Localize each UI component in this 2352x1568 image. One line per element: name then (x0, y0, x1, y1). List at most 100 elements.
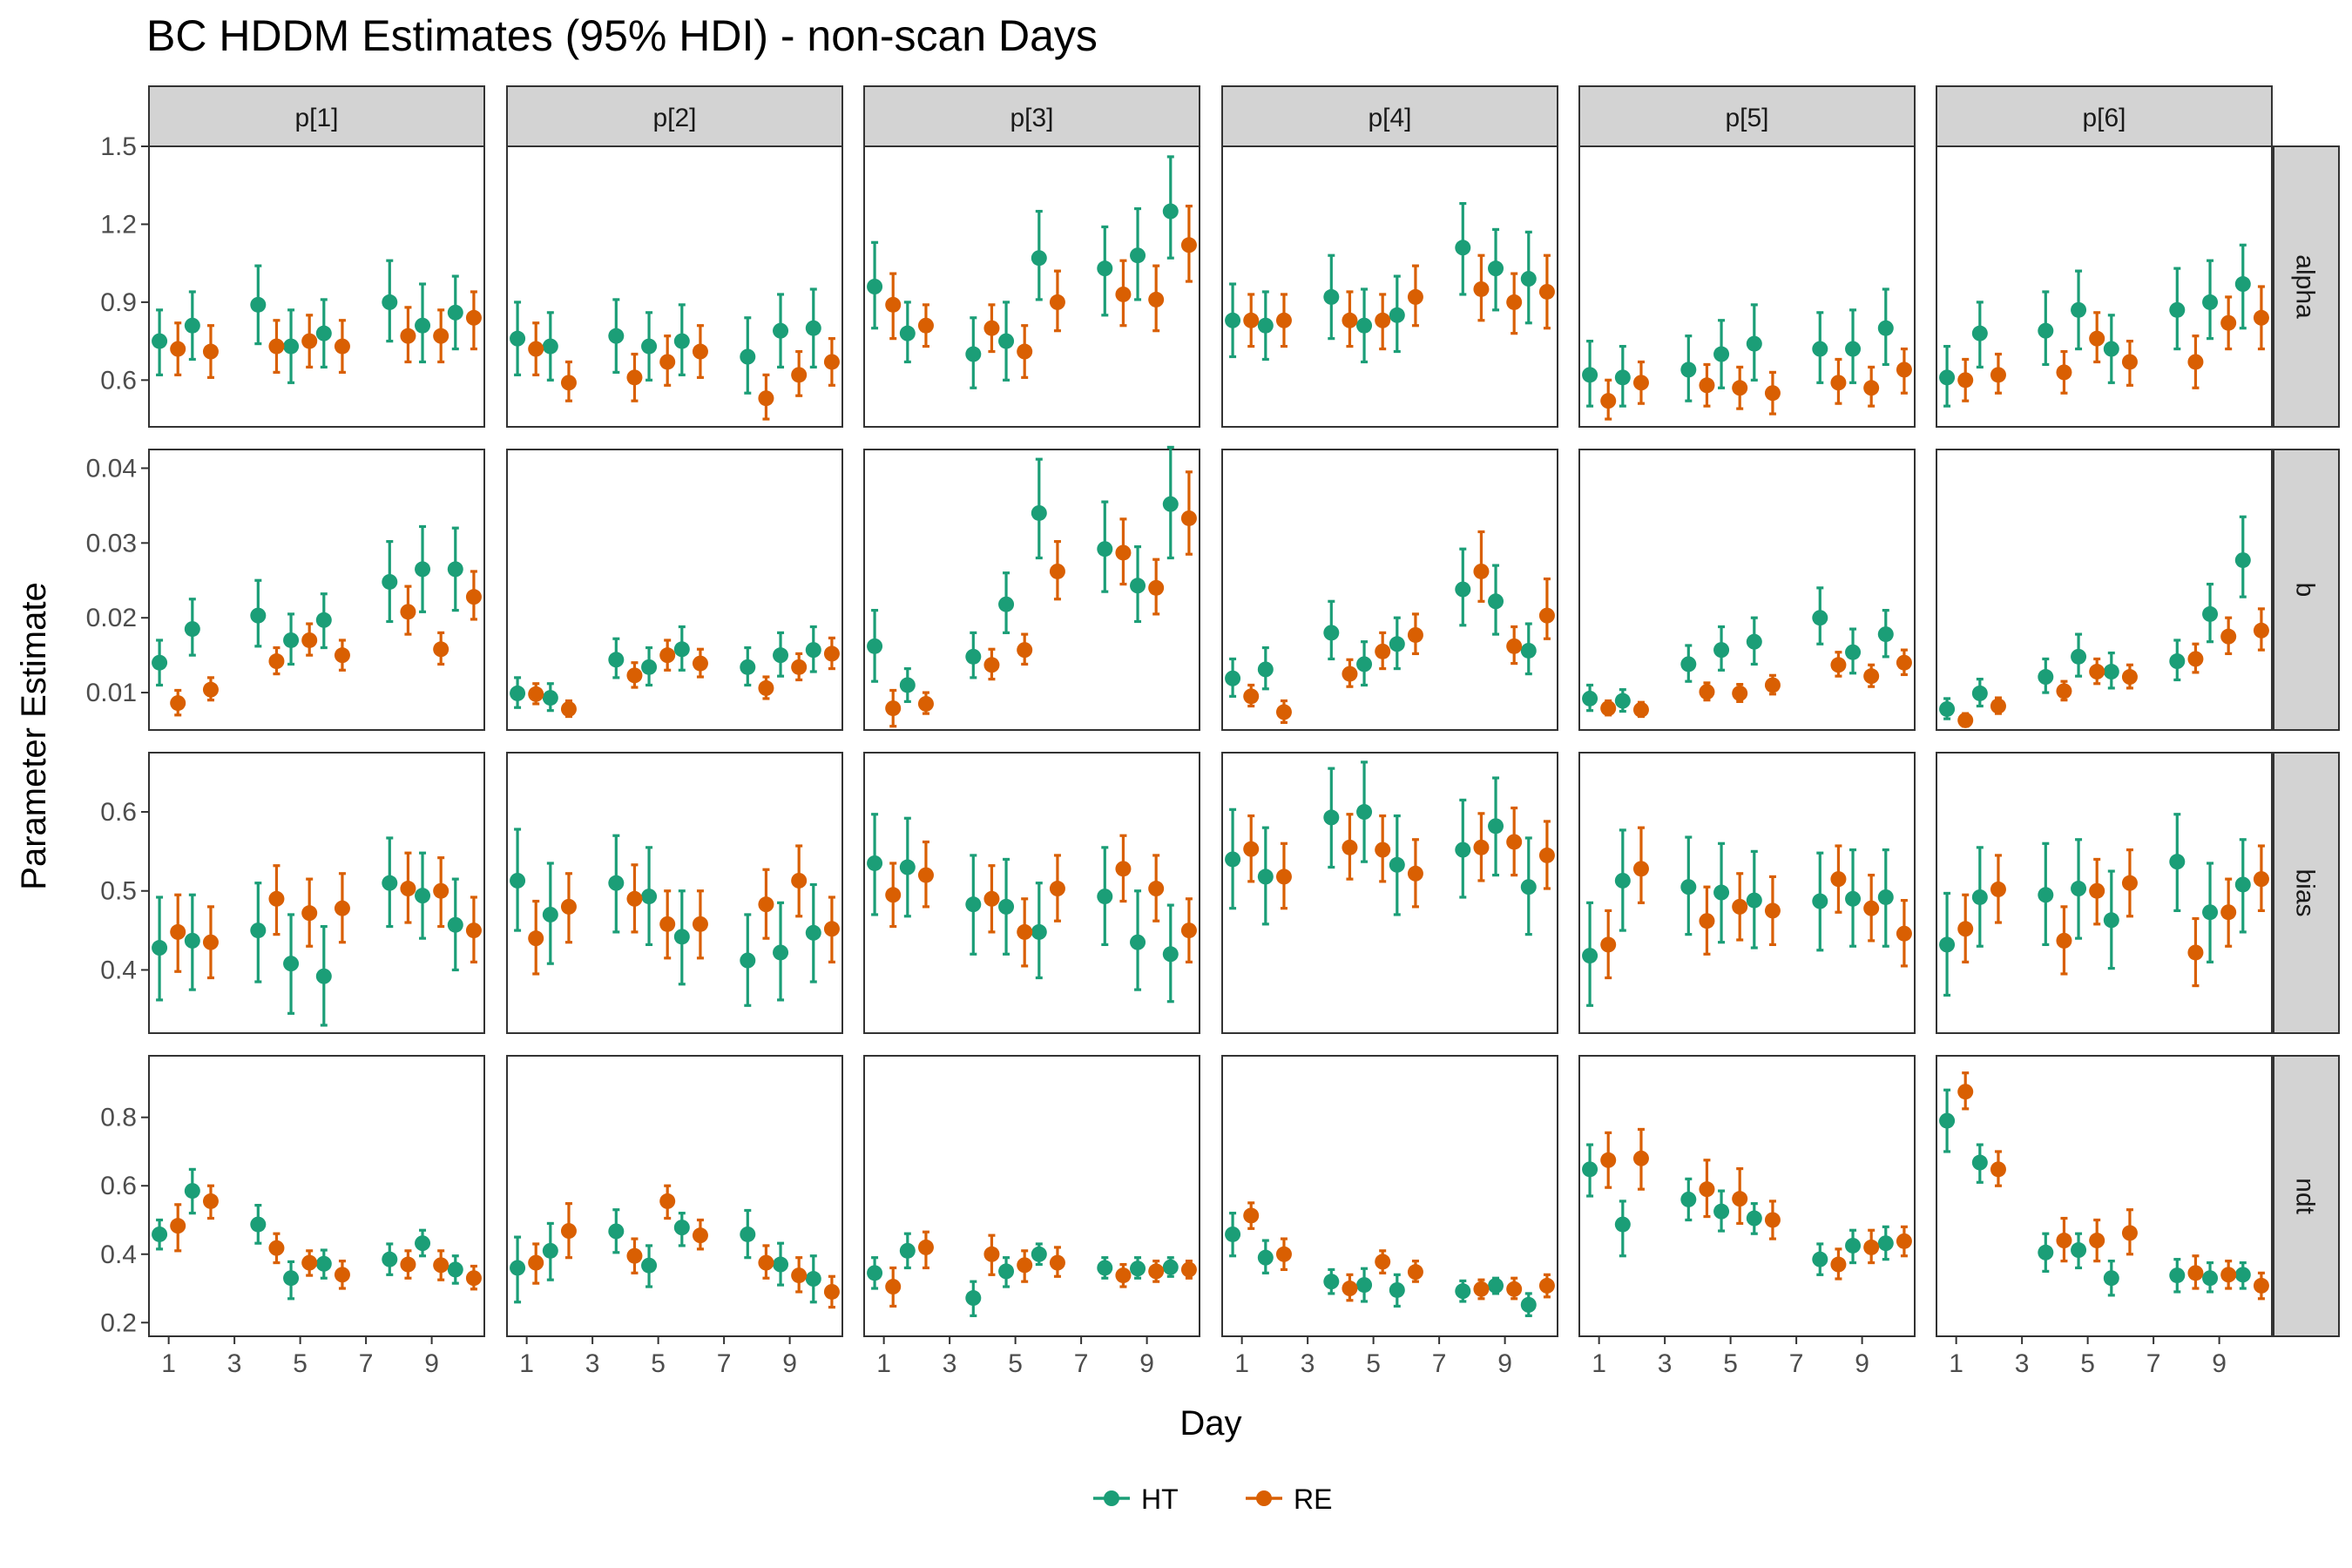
panel-frame (148, 145, 485, 428)
point-HT (2103, 664, 2119, 680)
error-bar-RE-day-2 (202, 905, 219, 980)
y-axis-b: 0.01 0.02 0.03 0.04 (86, 454, 149, 707)
point-HT (184, 1183, 200, 1200)
point-HT (415, 1235, 431, 1252)
point-HT (2103, 341, 2119, 357)
x-tick-label: 3 (1658, 1349, 1673, 1378)
point-HT (2202, 605, 2219, 622)
point-HT (608, 1223, 625, 1240)
error-bar-RE-day-6 (1764, 1200, 1781, 1240)
point-HT (1097, 889, 1113, 905)
point-RE (528, 341, 544, 357)
error-bar-HT-day-4 (2038, 657, 2054, 694)
error-bar-HT-day-8 (382, 259, 398, 343)
point-RE (1342, 839, 1358, 855)
point-RE (1732, 898, 1748, 915)
point-RE (334, 1267, 350, 1283)
error-bar-RE-day-10 (465, 1264, 482, 1291)
error-bar-RE-day-1 (528, 321, 544, 376)
point-HT (152, 940, 168, 956)
error-bar-HT-day-9 (1488, 776, 1504, 877)
error-bar-RE-day-10 (2253, 1271, 2269, 1301)
column-strip-background (863, 85, 1200, 147)
point-RE (268, 338, 285, 355)
point-HT (1520, 642, 1537, 659)
point-RE (1375, 1254, 1391, 1270)
error-bar-HT-day-6 (315, 924, 332, 1027)
column-strip-background (148, 85, 485, 147)
column-strip-label: p[5] (1725, 104, 1768, 132)
y-axis-title: Parameter Estimate (15, 582, 53, 889)
point-RE (1632, 701, 1649, 718)
error-bar-HT-day-5 (641, 311, 658, 382)
point-RE (885, 1279, 902, 1295)
point-RE (885, 887, 902, 903)
panel-frame (148, 449, 485, 731)
x-tick-label: 5 (1723, 1349, 1738, 1378)
error-bar-RE-day-4 (626, 1237, 643, 1274)
error-bar-RE-day-6 (1407, 264, 1423, 328)
error-bar-RE-day-1 (1600, 909, 1617, 980)
point-RE (917, 867, 934, 883)
error-bar-HT-day-1 (510, 301, 526, 376)
point-HT (2169, 653, 2186, 670)
error-bar-RE-day-1 (528, 1242, 544, 1285)
point-HT (2202, 904, 2219, 921)
error-bar-RE-day-8 (1473, 812, 1490, 882)
panel-frame (506, 1055, 843, 1337)
panel-ndt-2 (506, 1055, 843, 1337)
error-bar-RE-day-1 (170, 321, 186, 376)
point-RE (2089, 330, 2105, 347)
point-HT (1389, 307, 1405, 323)
point-HT (1455, 841, 1471, 858)
error-bar-RE-day-5 (2089, 1218, 2105, 1263)
error-bar-RE-day-2 (1275, 841, 1292, 910)
error-bar-RE-day-9 (791, 349, 808, 397)
point-HT (740, 348, 756, 365)
point-RE (465, 1270, 482, 1287)
error-bar-RE-day-6 (1049, 540, 1065, 601)
panel-b-5 (1578, 449, 1916, 731)
error-bar-HT-day-6 (1389, 616, 1405, 671)
point-HT (1257, 868, 1274, 885)
point-HT (608, 652, 625, 668)
error-bar-HT-day-2 (1971, 678, 1988, 708)
error-bar-RE-day-8 (400, 851, 416, 924)
point-RE (170, 695, 186, 712)
x-tick-label: 9 (424, 1349, 439, 1378)
point-HT (1097, 541, 1113, 558)
error-bar-HT-day-9 (2202, 259, 2219, 341)
error-bar-RE-day-9 (2220, 1260, 2237, 1290)
error-bar-RE-day-2 (1275, 1237, 1292, 1272)
point-RE (1180, 237, 1197, 253)
error-bar-HT-day-6 (673, 889, 690, 986)
point-HT (382, 875, 398, 891)
x-axis-title: Day (1179, 1404, 1241, 1443)
point-HT (1812, 893, 1828, 909)
error-bar-HT-day-5 (998, 1256, 1015, 1288)
error-bar-RE-day-1 (170, 688, 186, 717)
error-bar-RE-day-6 (692, 647, 708, 679)
error-bar-HT-day-10 (1162, 903, 1179, 1004)
error-bar-RE-day-9 (2220, 295, 2237, 351)
point-RE (1275, 868, 1292, 885)
error-bar-HT-day-8 (382, 540, 398, 624)
error-bar-HT-day-10 (805, 287, 821, 369)
point-HT (899, 859, 916, 875)
error-bar-HT-day-2 (1614, 688, 1631, 713)
point-HT (283, 956, 300, 972)
error-bar-HT-day-9 (415, 524, 431, 613)
point-RE (1473, 1281, 1490, 1297)
error-bar-HT-day-6 (1389, 1273, 1405, 1308)
point-HT (1031, 923, 1047, 940)
point-HT (1389, 1281, 1405, 1298)
point-HT (2202, 1270, 2219, 1287)
point-RE (917, 1239, 934, 1255)
point-HT (283, 632, 300, 648)
error-bar-HT-day-4 (2038, 1232, 2054, 1273)
point-HT (899, 325, 916, 341)
error-bar-HT-day-5 (1713, 319, 1730, 389)
point-HT (2234, 276, 2251, 293)
point-HT (965, 896, 982, 913)
point-RE (659, 354, 676, 370)
